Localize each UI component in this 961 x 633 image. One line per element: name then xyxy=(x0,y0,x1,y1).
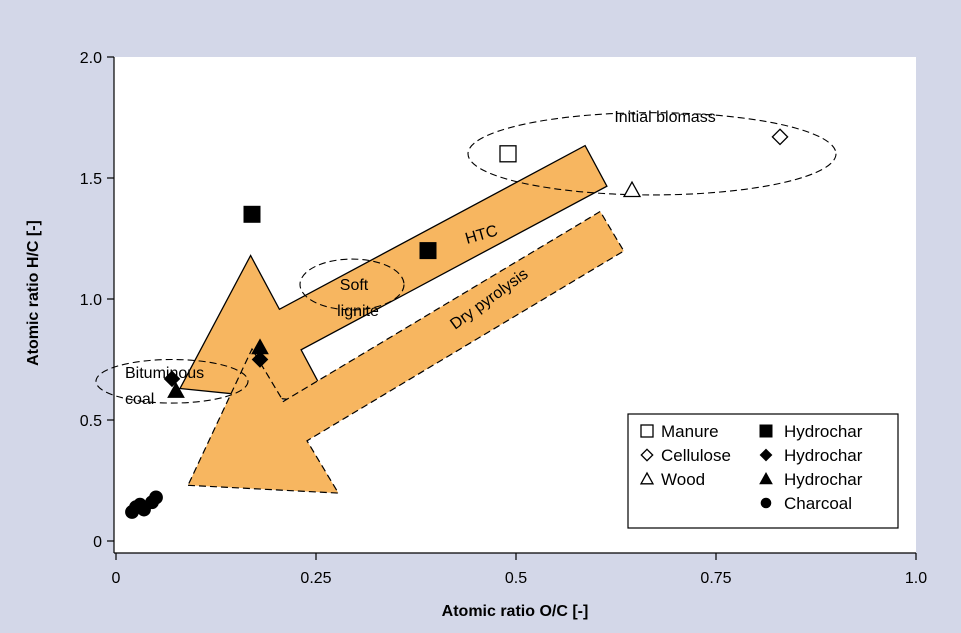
point-wood-triangle-open xyxy=(622,180,642,198)
legend-label-wood: Wood xyxy=(661,470,705,489)
label-initial-biomass: Initial biomass xyxy=(614,109,715,126)
y-tick-label: 1.0 xyxy=(80,292,102,309)
legend-label-hydrochar-2: Hydrochar xyxy=(784,470,863,489)
legend-marker-wood xyxy=(639,471,655,485)
y-tick-label: 0 xyxy=(93,534,102,551)
point-charcoal-circle-filled xyxy=(149,490,163,505)
point-hydrochar-diamond-filled xyxy=(163,370,181,388)
legend-label-cellulose: Cellulose xyxy=(661,446,731,465)
legend-label-hydrochar-1: Hydrochar xyxy=(784,446,863,465)
legend-label-manure: Manure xyxy=(661,422,719,441)
x-tick-label: 0.25 xyxy=(300,570,331,587)
x-tick-label: 1.0 xyxy=(905,570,927,587)
label-bituminous: Bituminous xyxy=(125,365,204,382)
x-tick-label: 0 xyxy=(112,570,121,587)
point-cellulose-diamond-open xyxy=(771,128,789,146)
x-tick-label: 0.75 xyxy=(700,570,731,587)
soft-lignite-region xyxy=(299,258,405,311)
point-hydrochar-diamond-filled xyxy=(251,351,269,368)
bituminous-coal-region xyxy=(95,358,249,404)
region-ellipses xyxy=(95,112,837,404)
legend-label-charcoal-3: Charcoal xyxy=(784,494,852,513)
y-axis-title: Atomic ratio H/C [-] xyxy=(25,220,42,366)
y-tick-label: 0.5 xyxy=(80,413,102,430)
legend-marker-hydrochar-0 xyxy=(759,424,773,438)
point-manure-square-open xyxy=(499,145,517,163)
label-coal: coal xyxy=(125,391,154,408)
point-hydrochar-triangle-filled xyxy=(167,381,185,398)
legend-marker-hydrochar-2 xyxy=(759,471,773,485)
point-hydrochar-square-filled xyxy=(419,242,437,260)
x-tick-label: 0.5 xyxy=(505,570,527,587)
label-soft: Soft xyxy=(340,277,369,294)
legend-marker-cellulose xyxy=(640,448,654,462)
y-tick-label: 2.0 xyxy=(80,50,102,67)
label-lignite: lignite xyxy=(337,303,379,320)
initial-biomass-region xyxy=(467,112,837,196)
legend-marker-hydrochar-1 xyxy=(759,448,773,462)
legend-label-hydrochar-0: Hydrochar xyxy=(784,422,863,441)
legend-marker-charcoal-3 xyxy=(760,497,772,509)
y-tick-label: 1.5 xyxy=(80,171,102,188)
x-axis-title: Atomic ratio O/C [-] xyxy=(442,603,589,620)
point-hydrochar-square-filled xyxy=(243,205,261,223)
point-hydrochar-triangle-filled xyxy=(251,338,269,355)
data-points xyxy=(125,128,789,519)
legend-marker-manure xyxy=(640,424,654,438)
axes: 0 0.25 0.5 0.75 1.0 0 0.5 1.0 1.5 2.0 Atomic ratio… xyxy=(25,50,927,620)
process-arrows xyxy=(178,144,625,494)
legend: Manure Cellulose Wood Hydrochar Hydrochar Hyd… xyxy=(627,413,899,529)
